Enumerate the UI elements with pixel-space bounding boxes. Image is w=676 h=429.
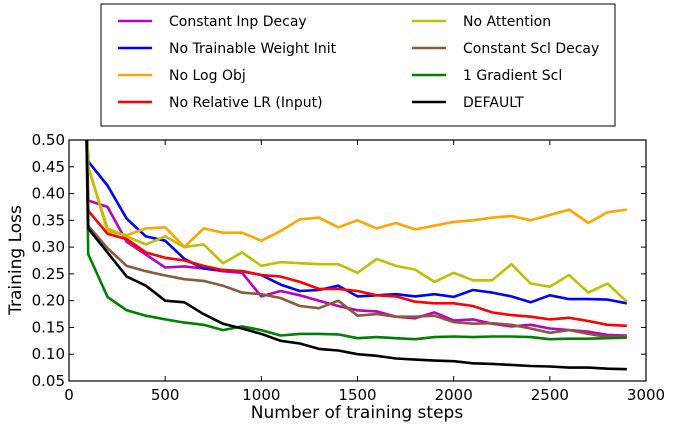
legend-label: No Trainable Weight Init — [169, 41, 337, 57]
legend-label: Constant Scl Decay — [463, 41, 599, 57]
y-tick-label: 0.20 — [32, 292, 65, 310]
series-layer — [85, 140, 628, 371]
y-tick-label: 0.10 — [32, 345, 65, 363]
series-line-6 — [85, 140, 627, 341]
y-tick-label: 0.40 — [32, 185, 65, 203]
x-axis: 0 500 1000 1500 2000 2500 3000 — [64, 140, 665, 404]
series-line-3 — [85, 140, 627, 328]
plot-area — [69, 140, 646, 381]
x-tick-label: 2000 — [435, 386, 473, 404]
legend-label: Constant Inp Decay — [169, 14, 307, 30]
legend-label: DEFAULT — [463, 95, 524, 111]
y-axis-label: Training Loss — [6, 205, 26, 316]
legend: Constant Inp Decay No Trainable Weight In… — [100, 3, 616, 127]
y-tick-label: 0.30 — [32, 238, 65, 256]
series-line-5 — [85, 140, 627, 339]
y-tick-label: 0.05 — [32, 372, 65, 390]
legend-label: No Log Obj — [169, 68, 246, 84]
x-axis-label: Number of training steps — [251, 403, 464, 423]
legend-box — [100, 3, 616, 127]
x-tick-label: 3000 — [627, 386, 665, 404]
x-tick-label: 2500 — [531, 386, 569, 404]
legend-label: 1 Gradient Scl — [463, 68, 562, 84]
y-tick-label: 0.35 — [32, 211, 65, 229]
x-tick-label: 1000 — [242, 386, 280, 404]
series-line-4 — [86, 140, 628, 303]
y-tick-label: 0.25 — [32, 265, 65, 283]
y-tick-label: 0.50 — [32, 131, 65, 149]
series-line-7 — [85, 140, 627, 371]
x-tick-label: 1500 — [338, 386, 376, 404]
y-axis: 0.05 0.10 0.15 0.20 0.25 0.30 0.35 0.40 0.45 0.50 — [32, 131, 646, 390]
y-tick-label: 0.45 — [32, 158, 65, 176]
legend-label: No Relative LR (Input) — [169, 95, 323, 111]
series-line-2 — [86, 140, 627, 249]
x-tick-label: 0 — [64, 386, 74, 404]
y-tick-label: 0.15 — [32, 318, 65, 336]
x-tick-label: 500 — [151, 386, 180, 404]
legend-label: No Attention — [463, 14, 551, 30]
